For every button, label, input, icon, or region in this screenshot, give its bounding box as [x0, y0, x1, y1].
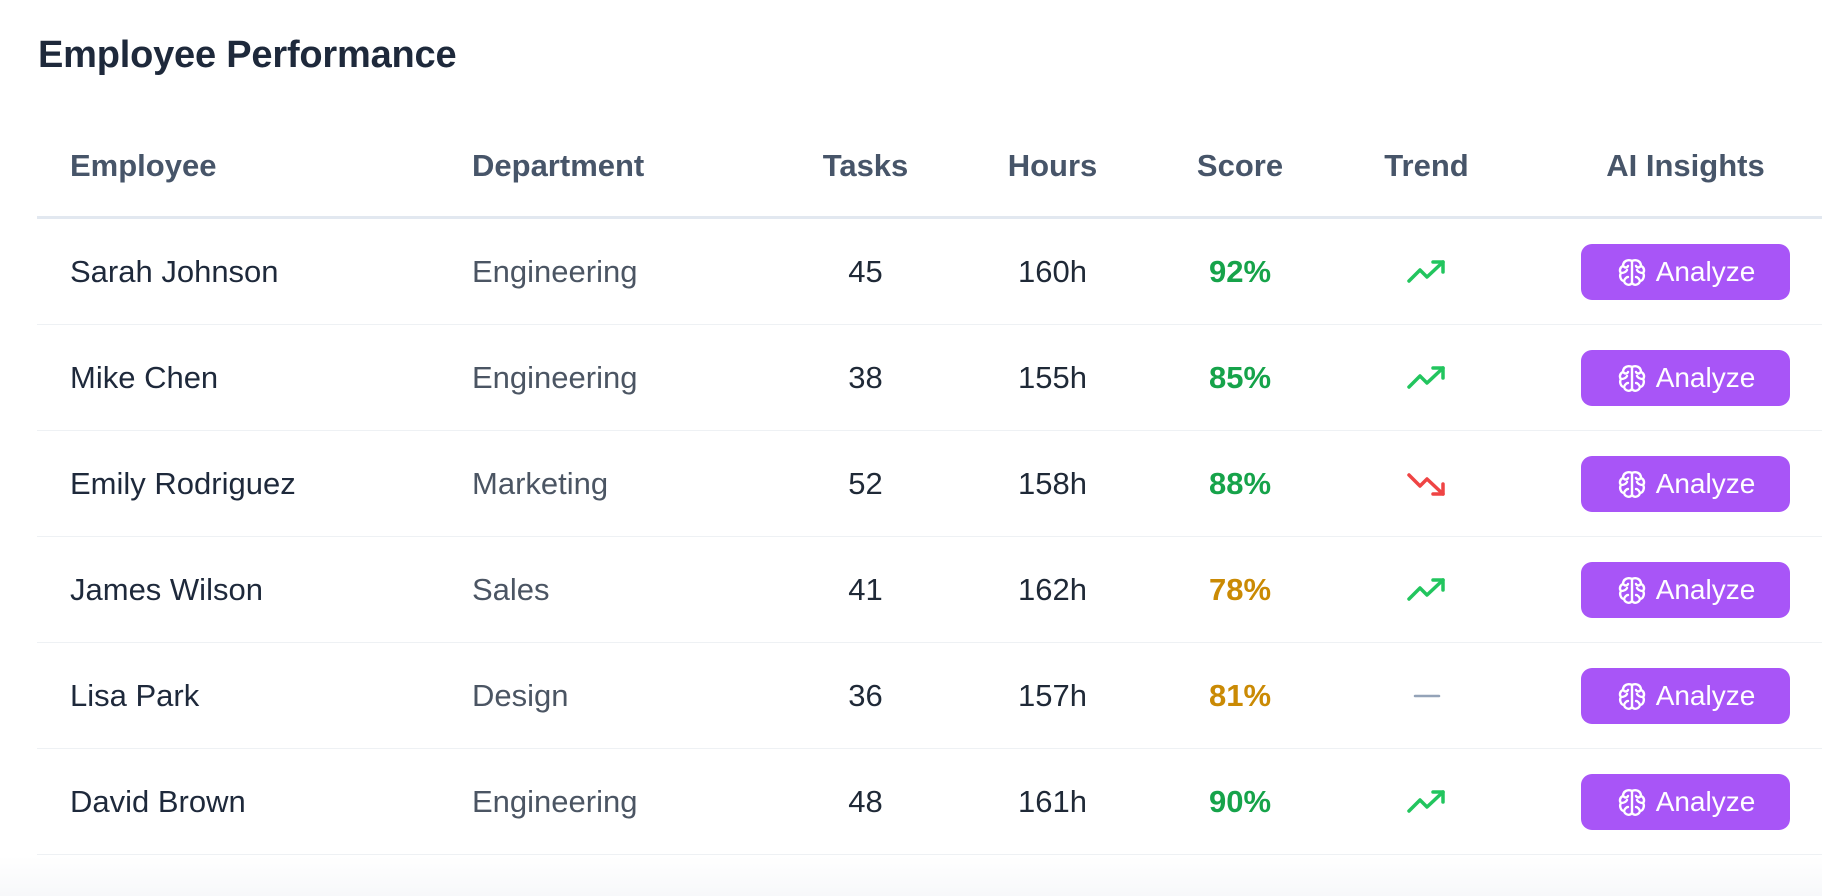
employee-score: 81% [1146, 642, 1334, 749]
employee-department: Sales [439, 536, 772, 643]
ai-insights-cell: Analyze [1519, 748, 1822, 855]
analyze-button[interactable]: Analyze [1581, 349, 1790, 406]
ai-insights-cell: Analyze [1519, 217, 1822, 325]
brain-icon [1618, 470, 1645, 498]
employee-name: Emily Rodriguez [37, 430, 439, 537]
analyze-button[interactable]: Analyze [1581, 773, 1790, 830]
employee-name: Sarah Johnson [37, 217, 439, 325]
employee-tasks: 52 [772, 430, 959, 537]
trending-down-icon [1406, 472, 1445, 496]
employee-hours: 160h [959, 217, 1146, 325]
table-row: Sarah Johnson Engineering 45 160h 92% Analyze [37, 217, 1822, 325]
analyze-button-label: Analyze [1655, 679, 1756, 711]
analyze-button-label: Analyze [1655, 255, 1756, 287]
ai-insights-cell: Analyze [1519, 642, 1822, 749]
column-header-trend: Trend [1334, 116, 1519, 219]
employee-department: Engineering [439, 748, 772, 855]
employee-name: Mike Chen [37, 324, 439, 431]
analyze-button[interactable]: Analyze [1581, 667, 1790, 724]
minus-icon [1413, 694, 1440, 697]
employee-tasks: 48 [772, 748, 959, 855]
employee-name: James Wilson [37, 536, 439, 643]
employee-department: Engineering [439, 217, 772, 325]
brain-icon [1618, 576, 1645, 604]
trending-up-icon [1406, 259, 1445, 283]
performance-table: Employee Department Tasks Hours Score Tr… [37, 116, 1822, 855]
employee-department: Marketing [439, 430, 772, 537]
brain-icon [1618, 788, 1645, 816]
employee-department: Engineering [439, 324, 772, 431]
employee-hours: 155h [959, 324, 1146, 431]
employee-trend [1334, 642, 1519, 749]
bottom-fade [0, 856, 1822, 896]
employee-tasks: 45 [772, 217, 959, 325]
column-header-hours: Hours [959, 116, 1146, 219]
employee-trend [1334, 324, 1519, 431]
column-header-score: Score [1146, 116, 1334, 219]
brain-icon [1618, 364, 1645, 392]
table-row: Mike Chen Engineering 38 155h 85% Analyze [37, 324, 1822, 431]
employee-tasks: 36 [772, 642, 959, 749]
table-row: Lisa Park Design 36 157h 81% Analyze [37, 642, 1822, 749]
ai-insights-cell: Analyze [1519, 430, 1822, 537]
employee-trend [1334, 217, 1519, 325]
trending-up-icon [1406, 577, 1445, 601]
employee-score: 85% [1146, 324, 1334, 431]
ai-insights-cell: Analyze [1519, 536, 1822, 643]
employee-trend [1334, 430, 1519, 537]
employee-tasks: 41 [772, 536, 959, 643]
table-row: David Brown Engineering 48 161h 90% Analyze [37, 748, 1822, 855]
table-row: James Wilson Sales 41 162h 78% Analyze [37, 536, 1822, 643]
employee-score: 92% [1146, 217, 1334, 325]
column-header-employee: Employee [37, 116, 439, 219]
column-header-ai-insights: AI Insights [1519, 116, 1822, 219]
employee-name: Lisa Park [37, 642, 439, 749]
column-header-department: Department [439, 116, 772, 219]
table-row: Emily Rodriguez Marketing 52 158h 88% Analyze [37, 430, 1822, 537]
employee-name: David Brown [37, 748, 439, 855]
employee-score: 90% [1146, 748, 1334, 855]
analyze-button-label: Analyze [1655, 361, 1756, 393]
employee-tasks: 38 [772, 324, 959, 431]
analyze-button-label: Analyze [1655, 467, 1756, 499]
employee-trend [1334, 748, 1519, 855]
employee-department: Design [439, 642, 772, 749]
brain-icon [1618, 258, 1645, 286]
employee-score: 88% [1146, 430, 1334, 537]
employee-hours: 161h [959, 748, 1146, 855]
analyze-button-label: Analyze [1655, 785, 1756, 817]
column-header-tasks: Tasks [772, 116, 959, 219]
analyze-button[interactable]: Analyze [1581, 243, 1790, 300]
employee-hours: 157h [959, 642, 1146, 749]
analyze-button[interactable]: Analyze [1581, 455, 1790, 512]
trending-up-icon [1406, 789, 1445, 813]
table-header-row: Employee Department Tasks Hours Score Tr… [37, 116, 1822, 219]
employee-hours: 162h [959, 536, 1146, 643]
employee-score: 78% [1146, 536, 1334, 643]
analyze-button-label: Analyze [1655, 573, 1756, 605]
page-title: Employee Performance [38, 34, 457, 76]
trending-up-icon [1406, 365, 1445, 389]
brain-icon [1618, 682, 1645, 710]
employee-hours: 158h [959, 430, 1146, 537]
analyze-button[interactable]: Analyze [1581, 561, 1790, 618]
employee-trend [1334, 536, 1519, 643]
ai-insights-cell: Analyze [1519, 324, 1822, 431]
